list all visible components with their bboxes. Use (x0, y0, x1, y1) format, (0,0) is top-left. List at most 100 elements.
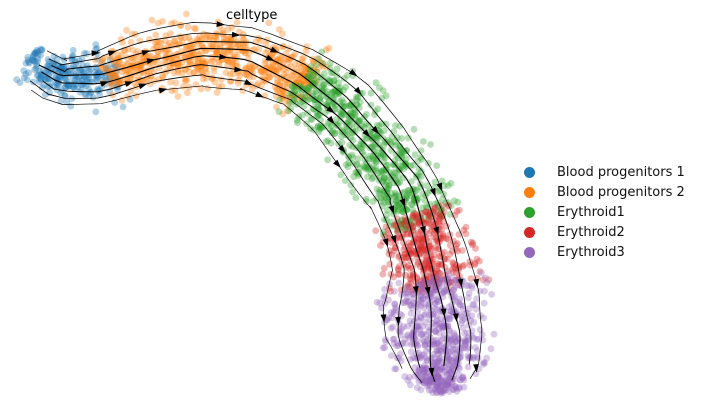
data-point (436, 329, 443, 337)
data-point (63, 98, 71, 106)
data-point (405, 297, 412, 305)
data-point (362, 165, 370, 173)
data-point (449, 265, 457, 273)
data-point (346, 102, 353, 110)
data-point (436, 214, 444, 222)
data-point (434, 203, 442, 210)
data-point (368, 134, 376, 142)
data-point (224, 57, 231, 65)
data-point (327, 139, 335, 147)
data-point (243, 71, 251, 78)
data-point (116, 79, 124, 87)
streamline-arrowhead (216, 21, 226, 27)
data-point (393, 228, 401, 236)
data-point (434, 372, 442, 380)
data-point (421, 252, 428, 259)
data-point (443, 380, 450, 388)
data-point (433, 373, 441, 380)
data-point (431, 200, 439, 208)
data-point (461, 315, 469, 323)
data-point (184, 23, 192, 31)
data-point (318, 59, 326, 67)
data-point (344, 132, 351, 139)
data-point (438, 282, 446, 290)
data-point (418, 351, 425, 359)
data-point (458, 319, 465, 327)
legend-item-blood-progenitors-1: Blood progenitors 1 (524, 162, 685, 182)
data-point (69, 83, 77, 91)
data-point (391, 287, 398, 295)
data-point (346, 141, 354, 149)
data-point (417, 313, 424, 321)
data-point (304, 84, 312, 91)
data-point (418, 372, 426, 380)
data-point (428, 208, 436, 216)
data-point (169, 62, 177, 70)
data-point (112, 72, 119, 80)
data-point (317, 124, 325, 132)
data-point (390, 335, 398, 343)
data-point (213, 49, 221, 56)
data-point (200, 75, 207, 83)
data-point (432, 364, 439, 372)
streamline-arrowhead (452, 313, 459, 322)
data-point (420, 281, 427, 289)
data-point (414, 220, 422, 227)
data-point (372, 140, 380, 148)
data-point (398, 163, 406, 170)
data-point (449, 365, 457, 373)
data-point (437, 388, 445, 395)
data-point (326, 59, 334, 67)
data-point (59, 64, 66, 71)
streamline-arrowhead (440, 308, 447, 318)
data-point (377, 194, 385, 202)
data-point (360, 162, 367, 170)
data-point (132, 30, 139, 38)
data-point (428, 227, 435, 235)
data-point (124, 60, 131, 67)
data-point (417, 302, 425, 310)
data-point (432, 244, 440, 251)
data-point (273, 92, 280, 100)
data-point (452, 269, 460, 277)
data-point (390, 169, 397, 176)
data-point (372, 167, 380, 175)
data-point (189, 43, 197, 51)
data-point (446, 333, 453, 341)
data-point (443, 336, 451, 344)
data-point (123, 66, 131, 74)
data-point (458, 247, 466, 254)
data-point (313, 90, 320, 98)
data-point (358, 137, 366, 145)
data-point (434, 384, 442, 392)
streamline (38, 47, 448, 367)
data-point (432, 327, 439, 335)
data-point (448, 357, 456, 364)
data-point (412, 234, 420, 242)
data-point (410, 317, 418, 325)
data-point (301, 82, 308, 89)
data-point (35, 78, 43, 86)
data-point (308, 116, 316, 123)
data-point (171, 19, 179, 26)
data-point (328, 129, 336, 137)
data-point (380, 188, 388, 196)
data-point (352, 93, 360, 101)
data-point (257, 68, 265, 75)
data-point (352, 194, 360, 202)
data-point (375, 189, 383, 196)
data-point (425, 211, 432, 219)
data-point (451, 331, 458, 339)
data-point (75, 77, 83, 85)
data-point (428, 265, 436, 273)
data-point (435, 278, 443, 286)
data-point (435, 297, 442, 305)
data-point (436, 269, 444, 277)
data-point (419, 365, 426, 372)
data-point (423, 369, 431, 377)
data-point (189, 40, 197, 48)
data-point (355, 117, 363, 124)
data-point (285, 107, 293, 115)
data-point (401, 226, 408, 234)
data-point (389, 323, 397, 331)
